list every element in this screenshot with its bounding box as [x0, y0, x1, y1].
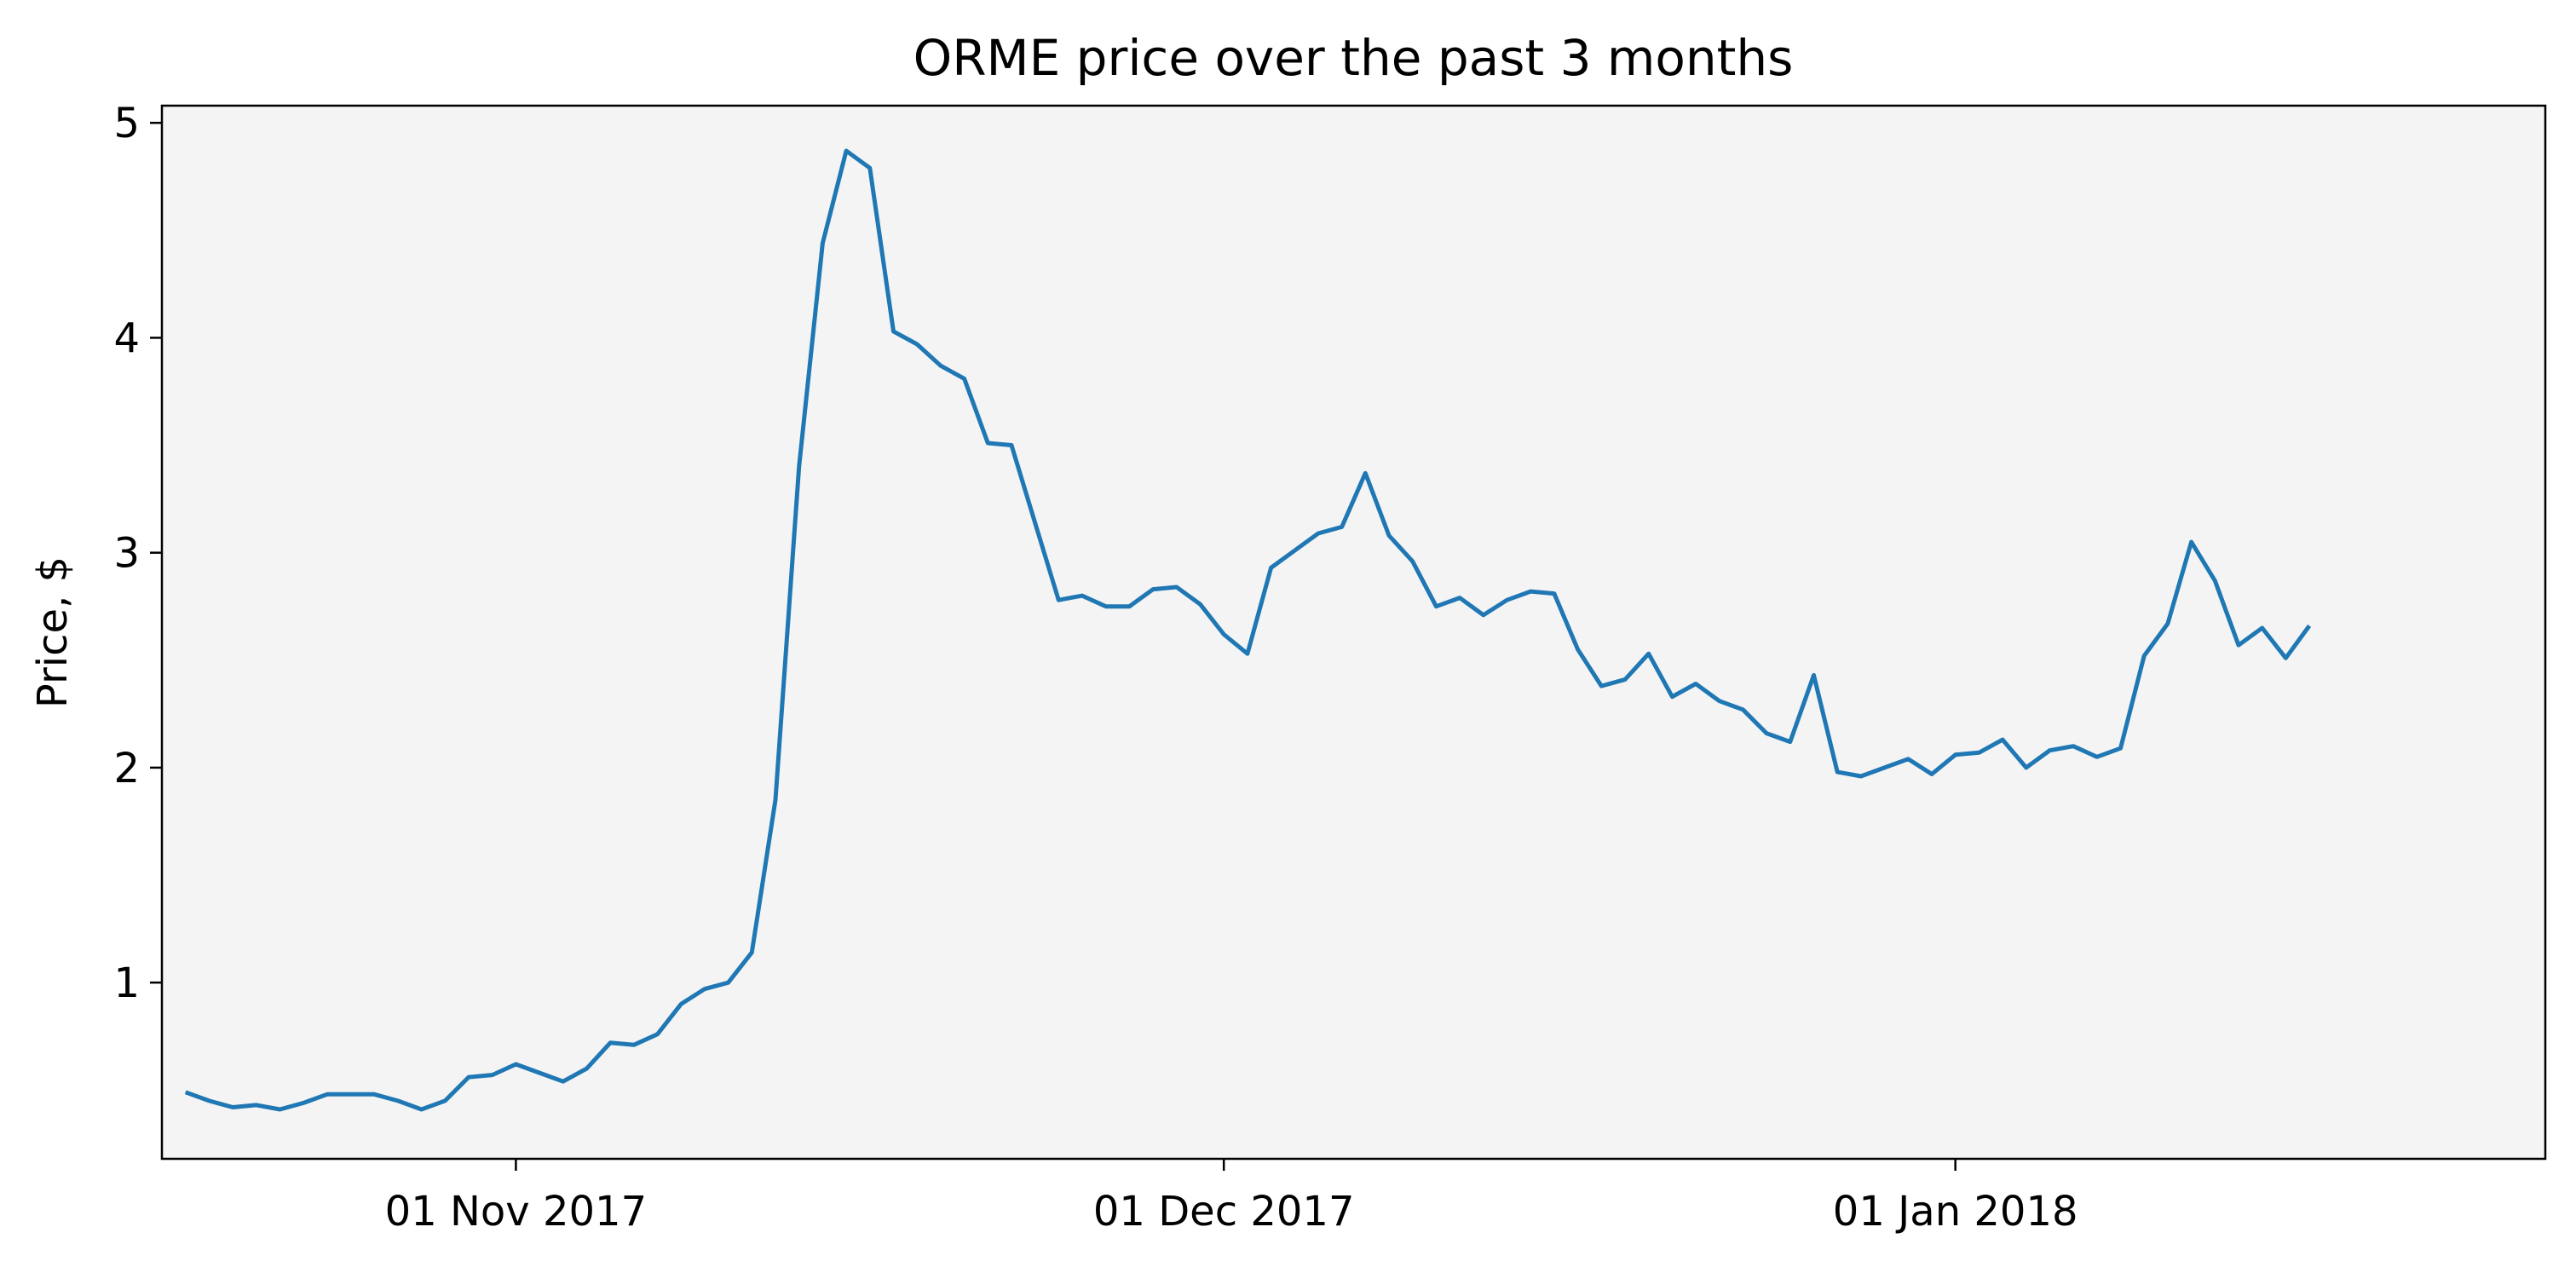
- x-tick-label: 01 Nov 2017: [385, 1188, 647, 1236]
- x-axis-ticks: 01 Nov 2017 01 Dec 2017 01 Jan 2018: [385, 1159, 2078, 1236]
- y-tick-label: 4: [113, 314, 140, 362]
- y-tick-label: 2: [113, 745, 140, 792]
- y-tick-label: 3: [113, 530, 140, 578]
- plot-background: [162, 106, 2545, 1159]
- x-tick-label: 01 Dec 2017: [1093, 1188, 1355, 1236]
- y-tick-label: 5: [113, 100, 140, 147]
- y-axis-ticks: 1 2 3 4 5: [113, 100, 162, 1007]
- y-tick-label: 1: [113, 959, 140, 1007]
- y-axis-label: Price, $: [29, 556, 77, 708]
- chart-title: ORME price over the past 3 months: [913, 29, 1794, 87]
- x-tick-label: 01 Jan 2018: [1833, 1188, 2078, 1236]
